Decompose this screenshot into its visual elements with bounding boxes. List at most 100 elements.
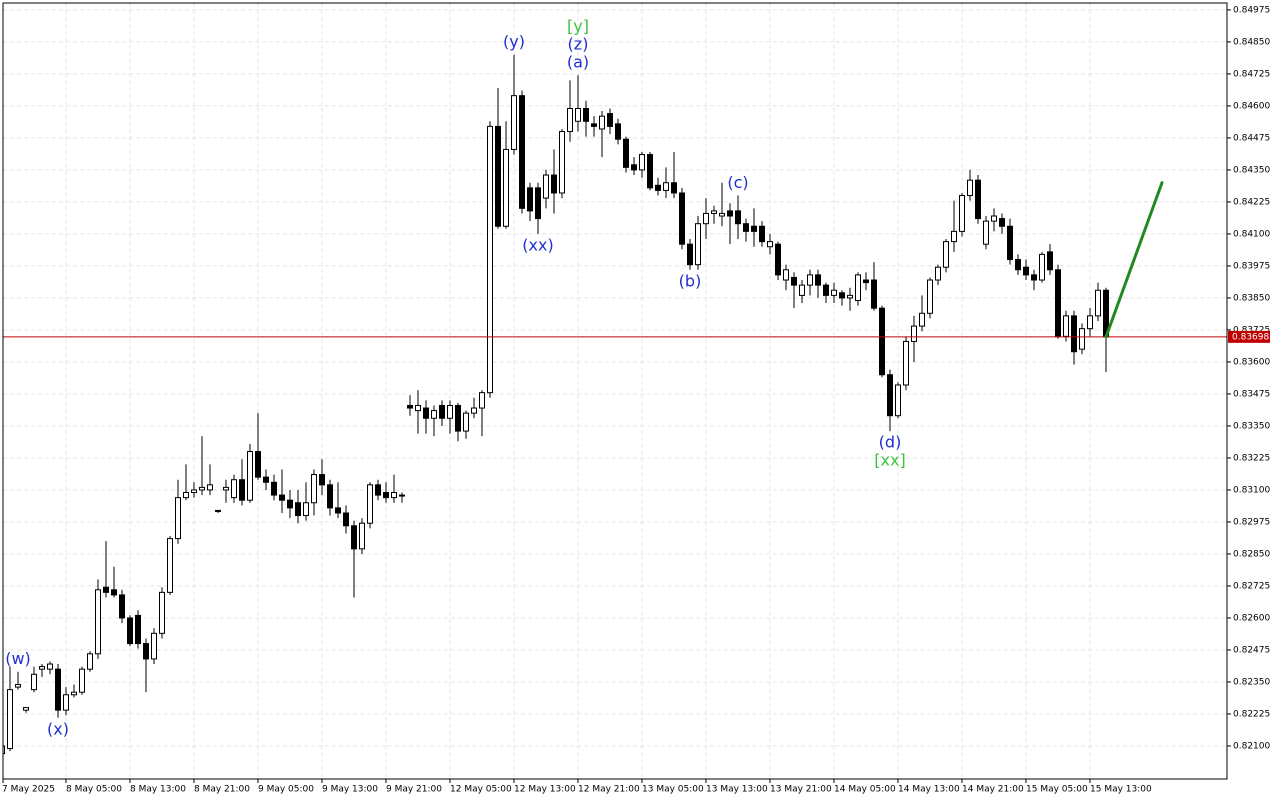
candle-body bbox=[7, 689, 13, 750]
y-tick-label: 0.84725 bbox=[1233, 69, 1270, 79]
candle-body bbox=[111, 589, 117, 596]
x-tick-label: 12 May 05:00 bbox=[450, 785, 512, 795]
y-tick-label: 0.82475 bbox=[1233, 645, 1270, 655]
candle-body bbox=[983, 220, 989, 245]
candle-body bbox=[1047, 251, 1053, 271]
price-label: 0.83698 bbox=[1232, 332, 1269, 342]
candle-body bbox=[23, 707, 29, 711]
candle-body bbox=[431, 410, 437, 419]
candle-body bbox=[831, 289, 837, 296]
y-tick-label: 0.83600 bbox=[1233, 357, 1270, 367]
x-tick-label: 14 May 05:00 bbox=[834, 785, 896, 795]
x-tick-label: 8 May 21:00 bbox=[194, 785, 250, 795]
y-tick-label: 0.83100 bbox=[1233, 485, 1270, 495]
candle-body bbox=[487, 125, 493, 394]
axes: 0.84975 0.84850 0.84725 0.84600 0.84475 0.843… bbox=[2, 5, 1270, 794]
candle-body bbox=[823, 284, 829, 296]
candle-body bbox=[31, 673, 37, 691]
candle-body bbox=[503, 148, 509, 227]
y-tick-label: 0.84350 bbox=[1233, 165, 1270, 175]
candle-body bbox=[351, 525, 357, 550]
candle-body bbox=[15, 684, 21, 688]
x-tick-label: 9 May 21:00 bbox=[386, 785, 442, 795]
y-tick-label: 0.82225 bbox=[1233, 709, 1270, 719]
candle-body bbox=[999, 218, 1005, 227]
y-tick-label: 0.82975 bbox=[1233, 517, 1270, 527]
candle-body bbox=[367, 484, 373, 524]
wave-label: (b) bbox=[679, 271, 702, 290]
candle-body bbox=[839, 292, 845, 299]
candle-body bbox=[655, 184, 661, 191]
y-tick-label: 0.83850 bbox=[1233, 293, 1270, 303]
plot-frame bbox=[2, 2, 1228, 780]
x-tick-label: 8 May 05:00 bbox=[66, 785, 122, 795]
candle-body bbox=[551, 174, 557, 194]
candle-body bbox=[951, 230, 957, 243]
candle-body bbox=[591, 123, 597, 127]
y-tick-label: 0.83225 bbox=[1233, 453, 1270, 463]
y-tick-label: 0.84225 bbox=[1233, 197, 1270, 207]
candle-body bbox=[383, 492, 389, 499]
candle-body bbox=[727, 210, 733, 217]
candle-body bbox=[791, 276, 797, 286]
candle-body bbox=[775, 243, 781, 276]
candle-body bbox=[255, 451, 261, 478]
candle-body bbox=[527, 187, 533, 212]
candle-body bbox=[175, 497, 181, 540]
candle-body bbox=[183, 492, 189, 499]
x-tick-label: 9 May 13:00 bbox=[322, 785, 378, 795]
candle-body bbox=[623, 138, 629, 168]
candle-body bbox=[135, 614, 141, 645]
candle-body bbox=[447, 404, 453, 419]
y-tick-label: 0.84100 bbox=[1233, 229, 1270, 239]
candle-body bbox=[495, 125, 501, 227]
x-tick-label: 14 May 13:00 bbox=[898, 785, 960, 795]
candle-body bbox=[63, 694, 69, 711]
candle-body bbox=[535, 187, 541, 220]
candle-body bbox=[647, 154, 653, 189]
candle-body bbox=[327, 484, 333, 509]
candle-body bbox=[1079, 328, 1085, 350]
wave-label: (x) bbox=[47, 719, 69, 738]
wave-label: (y) bbox=[503, 32, 525, 51]
wave-label: (d) bbox=[879, 433, 902, 452]
candle-body bbox=[783, 269, 789, 281]
candle-body bbox=[751, 225, 757, 232]
candle-body bbox=[263, 476, 269, 483]
y-tick-label: 0.82600 bbox=[1233, 613, 1270, 623]
candle-body bbox=[87, 653, 93, 670]
candle-body bbox=[607, 113, 613, 127]
y-tick-label: 0.83350 bbox=[1233, 421, 1270, 431]
candle-body bbox=[847, 294, 853, 299]
candle-body bbox=[143, 643, 149, 660]
x-tick-label: 12 May 21:00 bbox=[578, 785, 640, 795]
candle-body bbox=[95, 589, 101, 655]
candle-body bbox=[943, 241, 949, 268]
candle-body bbox=[871, 279, 877, 309]
candle-body bbox=[887, 374, 893, 417]
candle-body bbox=[879, 307, 885, 376]
candle-body bbox=[3, 745, 5, 755]
candle-body bbox=[807, 274, 813, 286]
candle-body bbox=[1039, 253, 1045, 281]
candle-body bbox=[223, 486, 229, 491]
candle-body bbox=[471, 407, 477, 414]
wave-label: (c) bbox=[727, 173, 748, 192]
x-tick-label: 13 May 21:00 bbox=[770, 785, 832, 795]
candle-body bbox=[239, 479, 245, 501]
candle-body bbox=[519, 95, 525, 209]
y-tick-label: 0.84850 bbox=[1233, 37, 1270, 47]
candle-body bbox=[215, 509, 221, 512]
candle-body bbox=[927, 279, 933, 314]
candle-body bbox=[391, 492, 397, 499]
y-tick-label: 0.82850 bbox=[1233, 549, 1270, 559]
candle-body bbox=[559, 131, 565, 194]
candle-body bbox=[415, 404, 421, 412]
candle-body bbox=[247, 451, 253, 501]
candle-body bbox=[695, 223, 701, 266]
candle-body bbox=[703, 212, 709, 225]
candle-body bbox=[863, 279, 869, 284]
candle-body bbox=[271, 481, 277, 496]
wave-label: (z) bbox=[568, 35, 589, 54]
candle-body bbox=[815, 274, 821, 286]
